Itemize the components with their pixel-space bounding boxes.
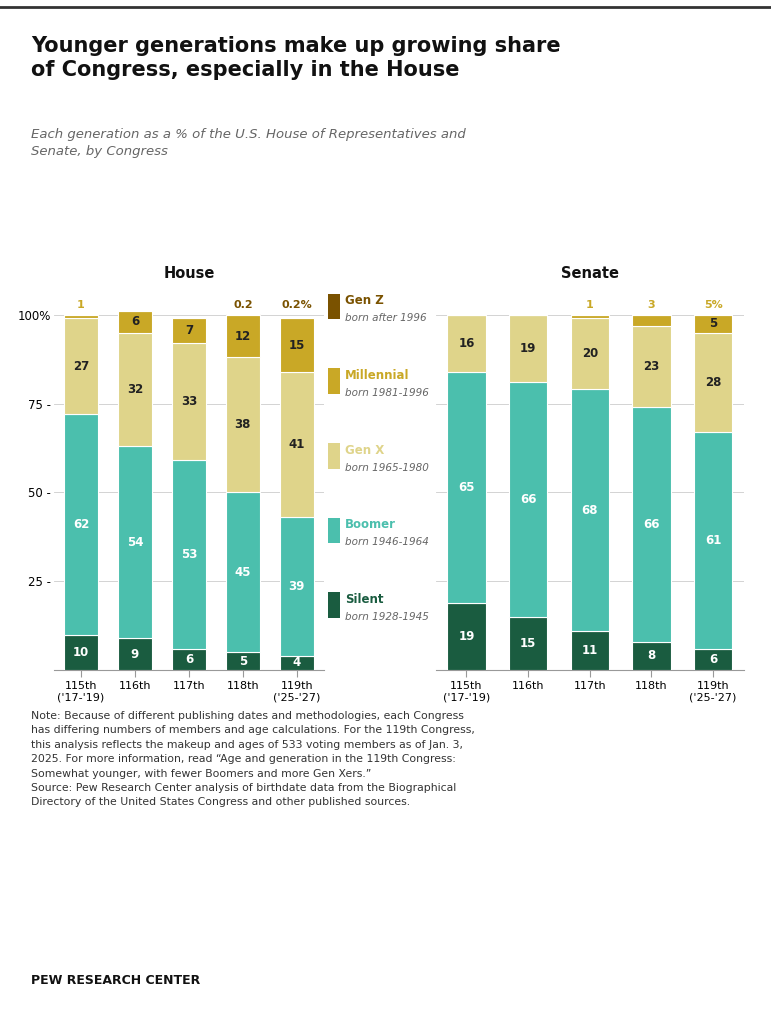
Bar — [280, 518, 314, 656]
Text: 28: 28 — [705, 375, 722, 389]
Text: 62: 62 — [72, 518, 89, 531]
Text: 27: 27 — [72, 360, 89, 372]
Text: 66: 66 — [520, 493, 537, 506]
Text: 16: 16 — [458, 337, 475, 350]
Bar — [447, 315, 486, 371]
Text: 1: 1 — [77, 300, 85, 310]
Title: House: House — [163, 266, 214, 281]
Bar — [226, 653, 260, 670]
Text: Gen X: Gen X — [345, 444, 384, 456]
Text: 6: 6 — [709, 653, 717, 666]
Bar — [118, 332, 152, 446]
Text: Silent: Silent — [345, 593, 383, 606]
Text: 7: 7 — [185, 324, 193, 338]
Text: 0.2: 0.2 — [233, 300, 253, 310]
Text: Younger generations make up growing share
of Congress, especially in the House: Younger generations make up growing shar… — [31, 36, 561, 80]
Bar — [226, 315, 260, 357]
Text: 5: 5 — [239, 655, 247, 668]
Bar — [571, 318, 609, 390]
Text: 6: 6 — [131, 315, 139, 328]
Text: 41: 41 — [288, 438, 305, 451]
Text: 33: 33 — [180, 395, 197, 408]
Text: 15: 15 — [520, 637, 537, 650]
Text: 15: 15 — [288, 339, 305, 352]
Bar — [118, 638, 152, 670]
Text: 32: 32 — [126, 383, 143, 396]
Bar — [571, 315, 609, 318]
Text: 20: 20 — [581, 348, 598, 360]
Text: Gen Z: Gen Z — [345, 295, 383, 307]
Bar — [632, 325, 671, 407]
Bar — [118, 446, 152, 638]
Text: 65: 65 — [458, 481, 475, 494]
Bar — [64, 318, 98, 414]
Text: 4: 4 — [293, 657, 301, 669]
Text: 23: 23 — [643, 360, 660, 372]
Bar — [172, 649, 206, 670]
Text: 54: 54 — [126, 536, 143, 548]
Bar — [280, 656, 314, 670]
Bar — [64, 315, 98, 318]
Bar — [172, 460, 206, 649]
Text: 68: 68 — [581, 503, 598, 517]
Text: 66: 66 — [643, 518, 660, 531]
Bar — [694, 315, 732, 332]
Text: 61: 61 — [705, 534, 722, 547]
Text: 11: 11 — [581, 644, 598, 657]
Bar — [226, 357, 260, 492]
Bar — [280, 318, 314, 371]
Text: 9: 9 — [131, 648, 139, 661]
Title: Senate: Senate — [561, 266, 619, 281]
Bar — [694, 332, 732, 432]
Text: Note: Because of different publishing dates and methodologies, each Congress
has: Note: Because of different publishing da… — [31, 711, 475, 807]
Text: Boomer: Boomer — [345, 519, 396, 531]
Text: born 1928-1945: born 1928-1945 — [345, 612, 429, 622]
Text: 12: 12 — [234, 329, 251, 343]
Text: born 1946-1964: born 1946-1964 — [345, 537, 429, 547]
Bar — [509, 315, 547, 383]
Bar — [571, 631, 609, 670]
Bar — [172, 318, 206, 344]
Bar — [632, 641, 671, 670]
Bar — [64, 634, 98, 670]
Text: born after 1996: born after 1996 — [345, 313, 426, 323]
Bar — [632, 407, 671, 641]
Text: 8: 8 — [648, 650, 655, 662]
Text: 19: 19 — [458, 630, 475, 642]
Bar — [632, 315, 671, 325]
Bar — [118, 311, 152, 332]
Text: 19: 19 — [520, 342, 537, 355]
Text: 39: 39 — [288, 580, 305, 593]
Bar — [509, 383, 547, 617]
Text: 5: 5 — [709, 317, 717, 330]
Bar — [694, 432, 732, 649]
Text: 1: 1 — [586, 300, 594, 310]
Text: Each generation as a % of the U.S. House of Representatives and
Senate, by Congr: Each generation as a % of the U.S. House… — [31, 128, 466, 158]
Bar — [509, 617, 547, 670]
Text: 0.2%: 0.2% — [281, 300, 312, 310]
Text: 3: 3 — [648, 300, 655, 310]
Text: 38: 38 — [234, 418, 251, 432]
Text: PEW RESEARCH CENTER: PEW RESEARCH CENTER — [31, 974, 200, 987]
Bar — [447, 603, 486, 670]
Text: 10: 10 — [72, 646, 89, 659]
Bar — [447, 371, 486, 603]
Text: born 1981-1996: born 1981-1996 — [345, 388, 429, 398]
Bar — [226, 492, 260, 653]
Text: Millennial: Millennial — [345, 369, 409, 382]
Bar — [571, 390, 609, 631]
Bar — [280, 371, 314, 518]
Bar — [694, 649, 732, 670]
Text: 53: 53 — [180, 548, 197, 562]
Text: 45: 45 — [234, 566, 251, 579]
Text: 5%: 5% — [704, 300, 722, 310]
Bar — [172, 344, 206, 460]
Text: 6: 6 — [185, 653, 193, 666]
Text: born 1965-1980: born 1965-1980 — [345, 462, 429, 473]
Bar — [64, 414, 98, 634]
